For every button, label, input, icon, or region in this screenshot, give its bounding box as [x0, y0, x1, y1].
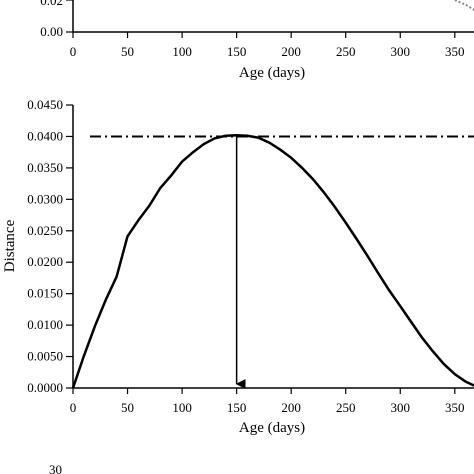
- top-x-tick-label: 0: [70, 44, 77, 59]
- main-y-tick-label: 0.0050: [27, 349, 63, 364]
- main-x-tick-label: 250: [336, 400, 356, 415]
- main-x-axis-title: Age (days): [239, 420, 305, 436]
- top-x-tick-label: 250: [336, 44, 356, 59]
- main-y-tick-label: 0.0250: [27, 223, 63, 238]
- top-x-tick-label: 50: [121, 44, 134, 59]
- main-x-tick-label: 150: [227, 400, 247, 415]
- main-x-tick-label: 200: [281, 400, 301, 415]
- main-x-tick-label: 0: [70, 400, 77, 415]
- main-chart: 0.0000 0.0050 0.0100 0.0150 0.0200 0.0250 0.03…: [2, 97, 474, 436]
- main-x-tick-label: 350: [445, 400, 465, 415]
- main-y-tick-label: 0.0000: [27, 380, 63, 395]
- distance-curve: [71, 133, 474, 389]
- top-chart: 0.02 0.00 0 50 100 150 200 250 300 350 Age (day…: [40, 0, 474, 81]
- top-series-line: [452, 0, 474, 11]
- top-x-axis-title: Age (days): [239, 65, 305, 81]
- top-x-tick-label: 200: [281, 44, 301, 59]
- top-x-tick-label: 100: [172, 44, 192, 59]
- main-y-tick-label: 0.0400: [27, 128, 63, 143]
- main-y-tick-label: 0.0100: [27, 317, 63, 332]
- top-x-tick-label: 350: [445, 44, 465, 59]
- top-y-tick-label: 0.00: [40, 24, 63, 39]
- top-x-tick-label: 150: [227, 44, 247, 59]
- main-x-tick-label: 50: [121, 400, 134, 415]
- main-y-axis-title: Distance: [2, 219, 18, 272]
- main-y-tick-label: 0.0300: [27, 191, 63, 206]
- top-x-tick-label: 300: [391, 44, 411, 59]
- main-y-tick-label: 0.0150: [27, 286, 63, 301]
- main-y-tick-label: 0.0450: [27, 97, 63, 112]
- next-panel-fragment-label: 30: [49, 462, 62, 474]
- main-y-tick-label: 0.0200: [27, 254, 63, 269]
- main-x-tick-label: 100: [172, 400, 192, 415]
- top-y-tick-label: 0.02: [40, 0, 63, 8]
- main-x-tick-label: 300: [391, 400, 411, 415]
- main-y-tick-label: 0.0350: [27, 160, 63, 175]
